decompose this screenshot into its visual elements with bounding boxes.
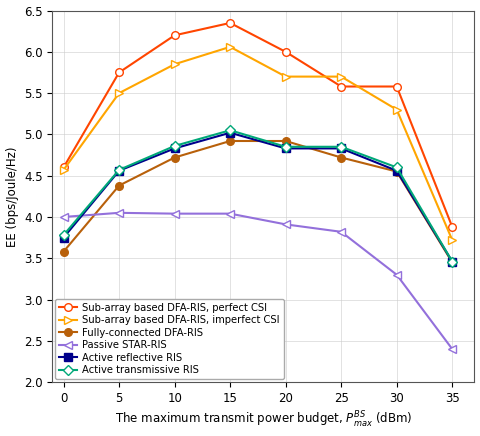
Passive STAR-RIS [283, 222, 288, 227]
Passive STAR-RIS [227, 211, 233, 216]
Sub-array based DFA-RIS, perfect CSI [394, 84, 399, 89]
Sub-array based DFA-RIS, imperfect CSI [116, 91, 122, 96]
Sub-array based DFA-RIS, imperfect CSI [449, 238, 455, 243]
Active reflective RIS [338, 146, 344, 151]
Line: Fully-connected DFA-RIS: Fully-connected DFA-RIS [60, 137, 456, 266]
Passive STAR-RIS [116, 210, 122, 215]
Sub-array based DFA-RIS, imperfect CSI [227, 44, 233, 50]
Active transmissive RIS [283, 144, 288, 150]
Fully-connected DFA-RIS [60, 249, 66, 254]
Active reflective RIS [283, 146, 288, 151]
Sub-array based DFA-RIS, imperfect CSI [60, 167, 66, 173]
Sub-array based DFA-RIS, perfect CSI [60, 165, 66, 170]
Active reflective RIS [394, 168, 399, 174]
Active reflective RIS [227, 130, 233, 135]
Sub-array based DFA-RIS, perfect CSI [172, 33, 178, 38]
Sub-array based DFA-RIS, imperfect CSI [338, 74, 344, 79]
Passive STAR-RIS [60, 215, 66, 220]
Sub-array based DFA-RIS, imperfect CSI [172, 61, 178, 67]
Sub-array based DFA-RIS, perfect CSI [116, 70, 122, 75]
Line: Sub-array based DFA-RIS, imperfect CSI: Sub-array based DFA-RIS, imperfect CSI [60, 43, 456, 244]
Sub-array based DFA-RIS, perfect CSI [283, 49, 288, 54]
Fully-connected DFA-RIS [172, 155, 178, 160]
Fully-connected DFA-RIS [283, 138, 288, 143]
Sub-array based DFA-RIS, imperfect CSI [394, 107, 399, 112]
Legend: Sub-array based DFA-RIS, perfect CSI, Sub-array based DFA-RIS, imperfect CSI, Fu: Sub-array based DFA-RIS, perfect CSI, Su… [56, 299, 284, 379]
Fully-connected DFA-RIS [394, 169, 399, 174]
Line: Active reflective RIS: Active reflective RIS [60, 129, 456, 266]
Passive STAR-RIS [449, 347, 455, 352]
Active transmissive RIS [60, 232, 66, 238]
Sub-array based DFA-RIS, perfect CSI [449, 224, 455, 229]
Fully-connected DFA-RIS [338, 155, 344, 160]
Y-axis label: EE (bps/Joule/Hz): EE (bps/Joule/Hz) [6, 146, 19, 247]
Active reflective RIS [116, 168, 122, 174]
Active transmissive RIS [116, 167, 122, 173]
X-axis label: The maximum transmit power budget, $P_{max}^{BS}$ (dBm): The maximum transmit power budget, $P_{m… [115, 410, 412, 430]
Passive STAR-RIS [338, 229, 344, 235]
Line: Active transmissive RIS: Active transmissive RIS [60, 126, 456, 266]
Line: Sub-array based DFA-RIS, perfect CSI: Sub-array based DFA-RIS, perfect CSI [60, 19, 456, 231]
Fully-connected DFA-RIS [449, 260, 455, 265]
Sub-array based DFA-RIS, perfect CSI [338, 84, 344, 89]
Line: Passive STAR-RIS: Passive STAR-RIS [60, 209, 456, 353]
Fully-connected DFA-RIS [227, 138, 233, 143]
Active transmissive RIS [172, 143, 178, 149]
Active transmissive RIS [227, 128, 233, 133]
Active reflective RIS [172, 146, 178, 151]
Sub-array based DFA-RIS, perfect CSI [227, 20, 233, 26]
Active reflective RIS [60, 235, 66, 240]
Active transmissive RIS [449, 259, 455, 264]
Passive STAR-RIS [394, 272, 399, 277]
Fully-connected DFA-RIS [116, 183, 122, 188]
Sub-array based DFA-RIS, imperfect CSI [283, 74, 288, 79]
Active transmissive RIS [338, 144, 344, 150]
Passive STAR-RIS [172, 211, 178, 216]
Active reflective RIS [449, 259, 455, 264]
Active transmissive RIS [394, 165, 399, 170]
